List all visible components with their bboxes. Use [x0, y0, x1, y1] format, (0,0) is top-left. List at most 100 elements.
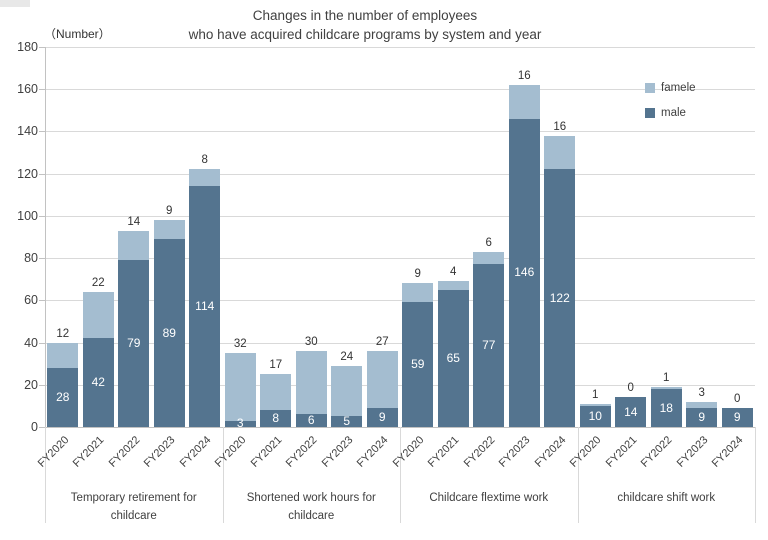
chart-title-line2: who have acquired childcare programs by … [188, 27, 542, 42]
gridline [45, 384, 755, 386]
bar-segment-famele [437, 281, 469, 290]
legend-male-swatch-icon [645, 108, 655, 118]
bar-value-label-famele: 22 [91, 276, 105, 289]
y-axis-tick-label: 140 [17, 124, 38, 139]
bar-value-label-famele: 27 [375, 336, 389, 348]
bar-segment-male [615, 397, 647, 427]
bar-segment-famele [82, 291, 114, 339]
bar-value-label-famele: 14 [127, 215, 141, 228]
bar-value-label-male: 114 [195, 299, 215, 314]
bar-segment-famele [189, 169, 221, 187]
bar-segment-famele [508, 85, 540, 119]
bar-value-label-famele: 12 [56, 327, 70, 340]
bar-value-label-male: 9 [733, 410, 741, 424]
bar-segment-male [295, 414, 327, 427]
group-divider [755, 427, 756, 523]
bar-segment-male [473, 264, 505, 427]
y-axis-tick-label: 160 [17, 82, 38, 97]
chart-title-line1: Changes in the number of employees [252, 8, 478, 23]
bar-segment-male [579, 405, 611, 427]
chart-title: Changes in the number of employees who h… [0, 6, 730, 44]
y-axis-unit-label: （Number） [44, 27, 111, 41]
bar-segment-famele [579, 403, 611, 406]
legend: famele male [645, 79, 696, 129]
legend-male-label: male [661, 107, 686, 119]
bar-value-label-male: 77 [482, 338, 496, 353]
bar-segment-famele [366, 351, 398, 408]
bar-value-label-famele: 17 [269, 359, 283, 372]
y-tick-mark [39, 47, 45, 48]
bar-segment-famele [473, 251, 505, 265]
group-label: Shortened work hours for childcare [223, 489, 401, 526]
bar-value-label-famele: 8 [201, 154, 208, 167]
y-tick-mark [39, 300, 45, 302]
bar-value-label-famele: 6 [485, 236, 492, 249]
gridline [45, 258, 755, 260]
group-label-text: Childcare flextime work [429, 492, 549, 504]
bar-segment-famele [295, 351, 327, 415]
gridline [45, 300, 755, 302]
bar-segment-male [402, 302, 434, 427]
bar-segment-famele [47, 342, 79, 368]
bar-segment-famele [544, 135, 576, 170]
bar-value-label-famele: 24 [340, 350, 354, 363]
group-label: Childcare flextime work [400, 489, 578, 507]
bar-segment-male [544, 169, 576, 427]
bar-segment-male [224, 420, 256, 427]
bar-value-label-male: 6 [307, 413, 315, 428]
bar-value-label-male: 5 [343, 414, 351, 429]
bar-segment-male [47, 367, 79, 427]
group-label: Temporary retirement for childcare [45, 489, 223, 526]
y-tick-mark [39, 173, 45, 175]
bar-segment-male [189, 186, 221, 427]
y-axis-tick-label: 40 [24, 335, 38, 350]
bar-segment-male [331, 416, 363, 427]
screenshot-corner-artifact [0, 0, 30, 7]
bar-segment-famele [331, 365, 363, 417]
bar-value-label-male: 89 [162, 325, 176, 340]
bar-value-label-famele: 0 [734, 393, 741, 405]
bar-value-label-male: 79 [127, 336, 141, 351]
bar-segment-male [82, 338, 114, 427]
bar-value-label-famele: 1 [663, 371, 670, 384]
bar-segment-male [153, 239, 185, 427]
bar-value-label-male: 59 [411, 357, 425, 372]
bar-value-label-famele: 16 [517, 70, 531, 82]
bar-segment-famele [153, 220, 185, 240]
bar-value-label-male: 14 [624, 404, 638, 419]
y-tick-mark [39, 89, 45, 91]
y-tick-mark [39, 384, 45, 386]
bar-segment-famele [224, 353, 256, 421]
gridline [45, 173, 755, 175]
gridline [45, 89, 755, 91]
bar-value-label-famele: 9 [414, 268, 421, 281]
bar-segment-male [686, 408, 718, 427]
bar-segment-famele [260, 374, 292, 411]
bar-value-label-male: 65 [446, 350, 460, 365]
y-axis-tick-label: 120 [17, 166, 38, 181]
legend-famele-swatch-icon [645, 83, 655, 93]
bar-value-label-famele: 32 [233, 338, 247, 351]
y-axis-tick-label: 180 [17, 40, 38, 54]
y-axis-tick-label: 100 [17, 208, 38, 223]
y-tick-mark [39, 342, 45, 344]
legend-item-famele: famele [645, 79, 696, 97]
bar-value-label-famele: 9 [166, 205, 173, 218]
group-label-text: Shortened work hours for childcare [246, 492, 376, 523]
bar-value-label-famele: 4 [450, 266, 457, 279]
group-divider [577, 427, 579, 523]
y-tick-mark [39, 215, 45, 217]
bar-segment-male [508, 118, 540, 427]
group-divider [45, 427, 46, 523]
y-tick-mark [39, 427, 45, 428]
bar-segment-male [650, 389, 682, 427]
legend-famele-label: famele [661, 82, 696, 94]
bar-value-label-famele: 30 [304, 336, 318, 348]
bar-value-label-male: 10 [588, 408, 602, 423]
legend-item-male: male [645, 104, 696, 122]
group-label-text: childcare shift work [617, 492, 716, 504]
bar-value-label-famele: 3 [698, 386, 705, 399]
bar-value-label-famele: 16 [553, 120, 567, 133]
bar-segment-male [118, 260, 150, 427]
y-tick-mark [39, 258, 45, 260]
